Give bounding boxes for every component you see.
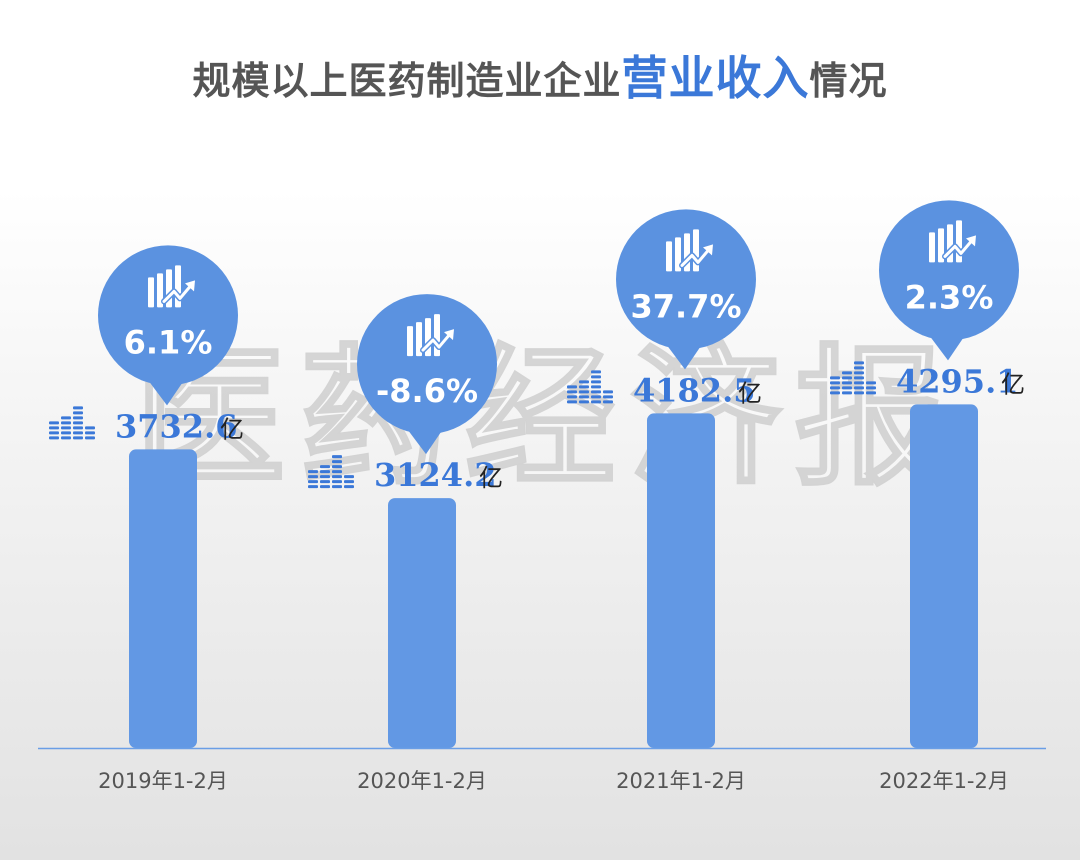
growth-label: -8.6% xyxy=(376,372,478,410)
category-label: 2019年1-2月 xyxy=(98,769,228,793)
growth-bubble: -8.6% xyxy=(357,294,497,455)
growth-bubble: 37.7% xyxy=(616,209,756,370)
title-highlight: 营业收入 xyxy=(621,51,810,105)
value-icon xyxy=(567,370,613,404)
value-label: 3124.2 xyxy=(374,456,496,494)
trend-icon xyxy=(929,220,976,263)
unit-label: 亿 xyxy=(220,415,244,443)
watermark: 医药经济报 xyxy=(133,331,946,508)
growth-bubble: 2.3% xyxy=(879,200,1019,361)
title-part-1: 规模以上医药制造业企业 xyxy=(192,58,622,103)
bar xyxy=(910,404,978,748)
chart-title: 规模以上医药制造业企业营业收入情况 xyxy=(0,42,1080,108)
bars xyxy=(129,404,978,748)
category-label: 2021年1-2月 xyxy=(616,769,746,793)
trend-icon xyxy=(148,265,195,308)
value-icon xyxy=(49,406,95,440)
growth-bubble: 6.1% xyxy=(98,245,238,406)
bar xyxy=(388,498,456,748)
category-label: 2022年1-2月 xyxy=(879,769,1009,793)
category-label: 2020年1-2月 xyxy=(357,769,487,793)
value-label: 4182.5 xyxy=(633,371,755,409)
trend-icon xyxy=(666,229,713,272)
unit-label: 亿 xyxy=(738,379,762,407)
bar xyxy=(647,413,715,748)
title-part-3: 情况 xyxy=(809,58,888,103)
labels: 2019年1-2月3732.6亿6.1%2020年1-2月3124.2亿-8.6… xyxy=(49,200,1025,793)
value-label: 3732.6 xyxy=(115,407,237,445)
unit-label: 亿 xyxy=(1001,370,1025,398)
growth-label: 37.7% xyxy=(630,287,741,325)
value-icon xyxy=(308,455,354,489)
trend-icon xyxy=(407,314,454,357)
value-label: 4295.1 xyxy=(896,362,1018,400)
unit-label: 亿 xyxy=(479,464,503,492)
growth-label: 2.3% xyxy=(905,278,994,316)
growth-label: 6.1% xyxy=(124,323,213,361)
value-icon xyxy=(830,361,876,395)
bar xyxy=(129,449,197,748)
